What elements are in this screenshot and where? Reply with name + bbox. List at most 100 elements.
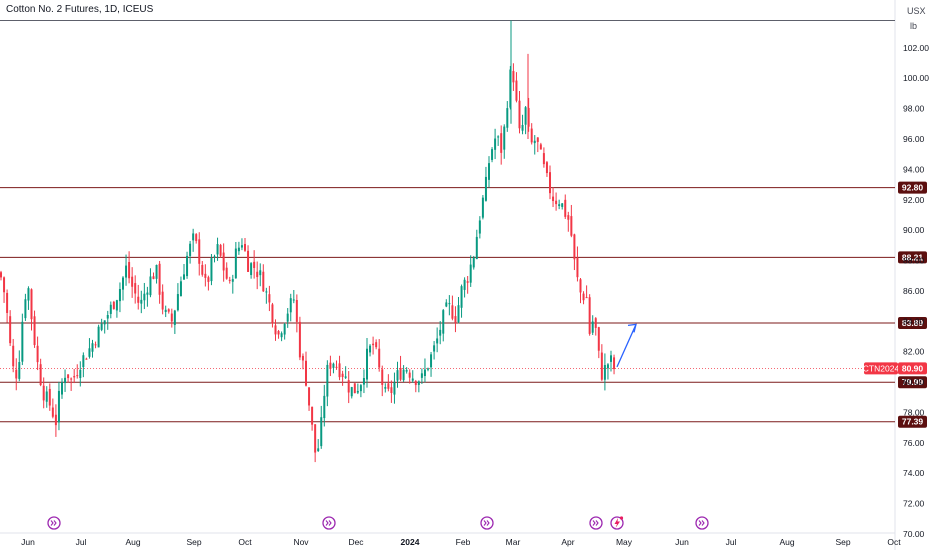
- candle-body: [57, 390, 60, 423]
- level-label: 83.89: [902, 318, 924, 328]
- candle-body: [396, 370, 399, 381]
- candle-body: [15, 369, 18, 379]
- candle-body: [393, 382, 396, 395]
- symbol-label-bg: [864, 362, 898, 375]
- candle-body: [530, 128, 533, 143]
- candle-body: [18, 362, 21, 379]
- x-tick-label: Jun: [675, 537, 689, 547]
- candle-body: [603, 365, 606, 380]
- time-axis[interactable]: Jun Jul Aug Sep Oct Nov Dec 2024 Feb Mar Apr May Jun…: [21, 537, 901, 547]
- price-axis[interactable]: 102.00 100.00 98.00 96.00 94.00 92.00 90.00 88.…: [903, 43, 929, 539]
- candle-body: [326, 364, 329, 397]
- candle-body: [219, 244, 222, 256]
- currency-label: USX: [907, 6, 926, 16]
- candle-body: [555, 200, 558, 205]
- candle-body: [512, 71, 515, 83]
- candle-body: [582, 293, 585, 301]
- candle-body: [262, 271, 265, 292]
- x-tick-label: Aug: [125, 537, 140, 547]
- candle-body: [308, 387, 311, 406]
- candle-body: [478, 220, 481, 234]
- candle-body: [183, 274, 185, 280]
- candle-body: [173, 310, 176, 325]
- candle-body: [207, 277, 210, 282]
- candle-body: [201, 264, 204, 275]
- forward-event-icon[interactable]: [589, 516, 603, 530]
- candle-body: [186, 255, 189, 277]
- candle-body: [115, 300, 118, 311]
- candle-body: [567, 215, 570, 220]
- y-tick-label: 76.00: [903, 438, 925, 448]
- candle-body: [545, 162, 548, 174]
- candle-body: [405, 370, 408, 372]
- candle-body: [457, 305, 460, 323]
- candle-body: [192, 233, 195, 241]
- y-tick-label: 78.00: [903, 407, 925, 417]
- candle-body: [536, 137, 539, 142]
- y-tick-label: 92.00: [903, 195, 925, 205]
- candle-body: [213, 256, 216, 258]
- candle-body: [152, 276, 155, 279]
- candle-body: [259, 270, 262, 276]
- x-tick-label: Nov: [293, 537, 309, 547]
- event-markers[interactable]: [47, 516, 709, 530]
- candle-body: [488, 163, 490, 180]
- level-label-bg: [898, 376, 927, 389]
- forward-event-icon[interactable]: [695, 516, 709, 530]
- candle-body: [265, 291, 268, 293]
- x-tick-label: Mar: [506, 537, 521, 547]
- event-chevron: [595, 520, 599, 526]
- candle-body: [268, 294, 271, 303]
- horizontal-levels: 92.80 88.21 83.89 79.99 77.39 CTN2024 80.90: [0, 20, 927, 428]
- candle-body: [433, 345, 436, 352]
- candle-body: [295, 300, 298, 322]
- level-label-bg: [898, 181, 927, 194]
- candle-body: [3, 277, 6, 293]
- candle-body: [472, 257, 475, 268]
- candle-body: [375, 342, 378, 348]
- candle-body: [189, 243, 192, 256]
- event-chevron: [698, 520, 702, 526]
- candle-body: [9, 316, 12, 344]
- candle-body: [122, 277, 124, 290]
- event-chevron: [486, 520, 490, 526]
- candle-body: [131, 276, 134, 287]
- candle-body: [436, 338, 439, 344]
- candle-body: [384, 387, 387, 389]
- candle-body: [167, 309, 170, 312]
- candle-body: [414, 381, 417, 386]
- candle-body: [381, 369, 384, 385]
- x-tick-label: Jul: [76, 537, 87, 547]
- forward-event-icon[interactable]: [480, 516, 494, 530]
- candle-body: [24, 299, 27, 319]
- symbol-label: CTN2024: [863, 363, 900, 373]
- forward-event-icon[interactable]: [47, 516, 61, 530]
- event-chevron: [701, 520, 705, 526]
- candle-body: [210, 258, 213, 282]
- candle-body: [439, 329, 442, 336]
- candle-body: [216, 244, 219, 255]
- candle-body: [503, 126, 506, 150]
- candle-body: [494, 138, 497, 150]
- candle-body: [128, 262, 131, 279]
- candle-body: [305, 360, 307, 386]
- candle-body: [161, 291, 164, 310]
- forward-event-icon[interactable]: [322, 516, 336, 530]
- candle-body: [417, 381, 420, 385]
- candle-body: [463, 279, 466, 290]
- candle-body: [506, 108, 509, 128]
- y-tick-label: 86.00: [903, 286, 925, 296]
- x-tick-label: Jun: [21, 537, 35, 547]
- candle-body: [600, 352, 603, 380]
- candle-body: [353, 383, 356, 394]
- candle-body: [27, 288, 30, 301]
- x-tick-label: Sep: [835, 537, 850, 547]
- candle-body: [558, 204, 561, 207]
- event-dot: [619, 516, 624, 520]
- x-tick-label: Apr: [561, 537, 574, 547]
- lightning-event-icon[interactable]: [610, 516, 624, 530]
- candle-body: [576, 257, 579, 278]
- candle-body: [332, 363, 335, 368]
- arrow-head: [627, 323, 637, 333]
